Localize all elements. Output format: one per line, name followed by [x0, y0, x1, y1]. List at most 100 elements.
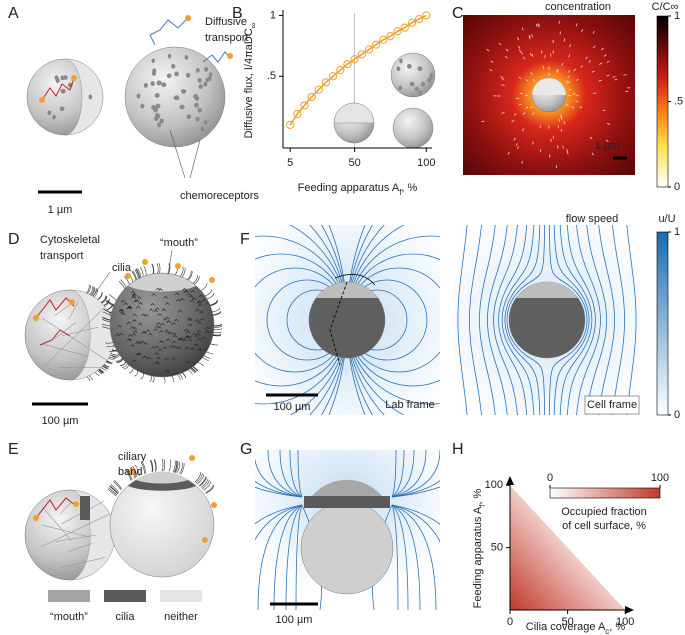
flux-vector — [606, 60, 610, 64]
cilium — [173, 460, 178, 473]
receptor — [399, 58, 403, 64]
flux-vector — [568, 54, 571, 58]
flux-vector — [539, 125, 541, 129]
flux-vector — [516, 37, 520, 41]
cilium — [210, 300, 219, 307]
cilium — [171, 375, 175, 383]
cilium — [172, 334, 178, 338]
panel-label: C — [452, 5, 464, 22]
cilium — [120, 279, 127, 288]
cilium — [187, 338, 193, 342]
cilium — [126, 469, 133, 481]
streamline — [289, 450, 303, 498]
cilium — [158, 330, 164, 333]
cilium — [87, 285, 91, 294]
colorbar — [549, 487, 661, 499]
flux-vector — [592, 45, 596, 49]
cilium — [145, 329, 151, 333]
receptor — [205, 77, 210, 83]
cilium — [184, 328, 189, 332]
cilium — [109, 349, 117, 353]
cilium — [155, 325, 160, 328]
cilium — [140, 340, 145, 344]
cilium — [180, 298, 185, 301]
x-tick-label: 50 — [349, 157, 361, 169]
flux-vector — [603, 54, 607, 57]
flux-vector — [542, 65, 544, 69]
receptor — [47, 110, 52, 116]
streamline — [255, 504, 303, 525]
cilium — [137, 341, 142, 344]
cilium — [205, 485, 215, 494]
cilium — [121, 363, 128, 368]
flux-vector — [575, 23, 578, 27]
x-tick-label: 100 — [417, 157, 435, 169]
cilium — [196, 333, 201, 336]
cilium — [127, 338, 132, 341]
flux-vector — [566, 151, 569, 155]
cilium — [212, 334, 221, 337]
flux-vector — [560, 114, 563, 118]
cilium — [187, 271, 193, 281]
cilium — [165, 302, 170, 305]
receptor — [420, 81, 426, 87]
cilium — [206, 293, 215, 300]
streamline — [469, 225, 482, 415]
cilium — [205, 330, 210, 333]
mouth-cap — [333, 102, 375, 124]
flux-vector — [575, 100, 579, 102]
pointer — [189, 139, 201, 179]
point — [293, 109, 302, 119]
cilium — [130, 344, 135, 347]
cilium — [153, 328, 158, 331]
point — [400, 23, 409, 32]
particle — [33, 315, 39, 321]
flux-vector — [579, 106, 583, 109]
streamline — [297, 450, 303, 498]
cilium — [190, 368, 196, 374]
receptor — [140, 103, 145, 109]
cytoskeleton — [68, 543, 93, 552]
cilium — [103, 308, 112, 314]
cilium — [205, 326, 210, 330]
cilium — [161, 458, 164, 472]
cilium — [102, 317, 111, 321]
y-axis-label-text: Diffusive flux, I/4πaDC — [243, 28, 255, 138]
receptor — [151, 58, 156, 64]
colorbar-tick-label: 1 — [674, 10, 680, 22]
cilium — [157, 348, 163, 352]
cilium — [177, 374, 181, 381]
cilium — [174, 292, 180, 296]
cilium — [162, 318, 168, 321]
colorbar-tick-label: 0 — [674, 181, 680, 193]
cilium — [151, 346, 156, 349]
receptor — [418, 90, 422, 96]
streamline — [643, 220, 650, 420]
cilium — [117, 324, 122, 328]
cilium — [152, 376, 155, 383]
cilium — [163, 296, 168, 299]
cilium — [155, 361, 160, 364]
cilium — [213, 333, 222, 336]
cilium — [193, 366, 199, 372]
streamline — [598, 225, 615, 415]
receptor — [198, 84, 203, 90]
streamline — [498, 225, 528, 415]
cilium — [176, 461, 181, 474]
cilium — [168, 459, 171, 472]
flux-vector — [569, 44, 572, 48]
legend-label: cilia — [116, 611, 136, 623]
cilium — [120, 299, 126, 303]
cilium — [165, 316, 170, 320]
flux-vector — [529, 34, 531, 39]
cilium — [202, 357, 209, 361]
flux-vector — [505, 55, 508, 59]
cilium — [132, 270, 137, 280]
panel-label: D — [8, 231, 20, 248]
particle — [189, 455, 195, 461]
particle — [202, 537, 208, 543]
cilium — [171, 340, 177, 344]
cilium — [131, 296, 137, 300]
cilium — [135, 341, 140, 344]
colorbar-label: u/U — [658, 213, 675, 225]
